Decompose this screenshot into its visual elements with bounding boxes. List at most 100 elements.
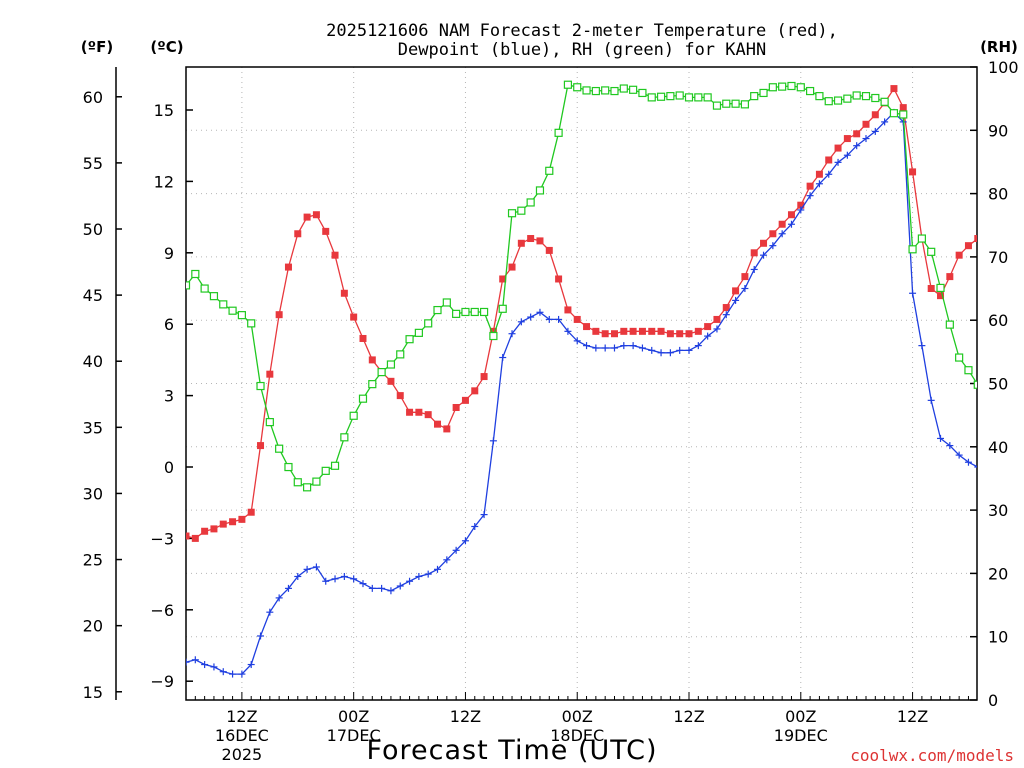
rh-tick-label: 50: [988, 375, 1008, 394]
celsius-tick-label: 0: [164, 458, 174, 477]
temperature-point: [834, 144, 842, 152]
rh-point: [237, 311, 246, 320]
dewpoint-point: [555, 315, 563, 323]
dewpoint-point: [434, 565, 442, 573]
rh-point: [256, 381, 265, 391]
dewpoint-point: [620, 342, 628, 350]
temperature-point: [685, 330, 693, 338]
rh-point: [806, 86, 815, 96]
dewpoint-point: [564, 327, 572, 335]
celsius-tick-label: −3: [150, 529, 174, 548]
rh-point: [228, 306, 237, 315]
rh-point: [638, 88, 647, 98]
dewpoint-point: [862, 135, 870, 143]
temperature-point: [890, 85, 898, 93]
rh-tick-label: 90: [988, 121, 1008, 140]
dewpoint-point: [480, 511, 488, 519]
celsius-tick-label: 15: [154, 101, 174, 120]
dewpoint-point: [750, 265, 758, 273]
dewpoint-point: [797, 206, 805, 214]
rh-point: [629, 85, 638, 94]
series-dewpoint: [186, 108, 977, 678]
temperature-point: [359, 334, 367, 342]
rh-point: [927, 247, 936, 256]
dewpoint-point: [238, 670, 246, 678]
dewpoint-point: [517, 318, 525, 326]
rh-point: [414, 328, 423, 337]
temperature-point: [899, 104, 907, 112]
dewpoint-point: [508, 330, 516, 338]
rh-tick-label: 40: [988, 438, 1008, 457]
temperature-point: [676, 330, 684, 338]
temperature-point: [610, 330, 618, 338]
rh-point: [666, 92, 675, 101]
dewpoint-point: [396, 582, 404, 590]
rh-point: [936, 283, 945, 293]
rh-point: [219, 300, 228, 309]
dewpoint-point: [312, 563, 320, 571]
dewpoint-point: [368, 584, 376, 592]
dewpoint-point: [825, 170, 833, 178]
rh-tick-label: 60: [988, 311, 1008, 330]
rh-point: [945, 320, 954, 329]
rh-point: [647, 93, 656, 102]
rh-point: [191, 269, 200, 279]
temperature-point: [713, 315, 721, 323]
rh-point: [265, 418, 274, 427]
fahrenheit-tick-label: 30: [83, 484, 103, 503]
dewpoint-point: [443, 556, 451, 564]
temperature-point: [909, 168, 917, 176]
dewpoint-point: [610, 344, 618, 352]
dewpoint-point: [275, 594, 283, 602]
rh-point: [302, 483, 312, 492]
dewpoint-point: [685, 346, 693, 354]
temperature-point: [955, 251, 963, 259]
time-tick-label: 00Z: [338, 707, 369, 726]
dewpoint-point: [424, 570, 432, 578]
celsius-tick-label: 9: [164, 244, 174, 263]
temperature-point: [825, 156, 833, 164]
rh-point: [703, 93, 712, 102]
grid-lines: [186, 67, 977, 700]
dewpoint-point: [257, 632, 265, 640]
rh-tick-label: 30: [988, 501, 1008, 520]
dewpoint-point: [927, 396, 935, 404]
temperature-point: [424, 411, 432, 419]
series-temperature: [186, 85, 977, 542]
temperature-point: [219, 520, 227, 528]
temperature-point: [368, 356, 376, 364]
series-rh: [186, 80, 977, 492]
temperature-point: [862, 120, 870, 128]
temperature-point: [964, 242, 972, 250]
temperature-point: [508, 263, 516, 271]
fahrenheit-tick-label: 40: [83, 352, 103, 371]
temperature-point: [937, 292, 945, 300]
dewpoint-point: [294, 572, 302, 580]
dewpoint-point: [769, 242, 777, 250]
temperature-point: [284, 263, 292, 271]
temperature-point: [815, 170, 823, 178]
rh-point: [349, 411, 358, 420]
dewpoint-point: [461, 537, 469, 545]
temperature-point: [322, 227, 330, 235]
rh-tick-label: 70: [988, 248, 1008, 267]
dewpoint-point: [741, 285, 749, 292]
dewpoint-point: [592, 344, 600, 352]
time-tick-date: 17DEC: [327, 726, 381, 745]
time-tick-year: 2025: [222, 745, 263, 764]
temperature-point: [471, 387, 479, 395]
rh-point: [684, 93, 694, 102]
dewpoint-point: [918, 342, 926, 350]
rh-point: [275, 444, 284, 453]
rh-point: [824, 97, 833, 106]
fahrenheit-tick-label: 55: [83, 154, 103, 173]
temperature-point: [257, 442, 265, 450]
temperature-point: [499, 275, 507, 283]
dewpoint-point: [964, 458, 972, 466]
rh-point: [405, 335, 414, 344]
rh-point: [871, 93, 880, 103]
temperature-point: [760, 239, 768, 247]
dewpoint-point: [545, 315, 553, 323]
rh-point: [908, 245, 917, 254]
temperature-point: [247, 508, 255, 516]
